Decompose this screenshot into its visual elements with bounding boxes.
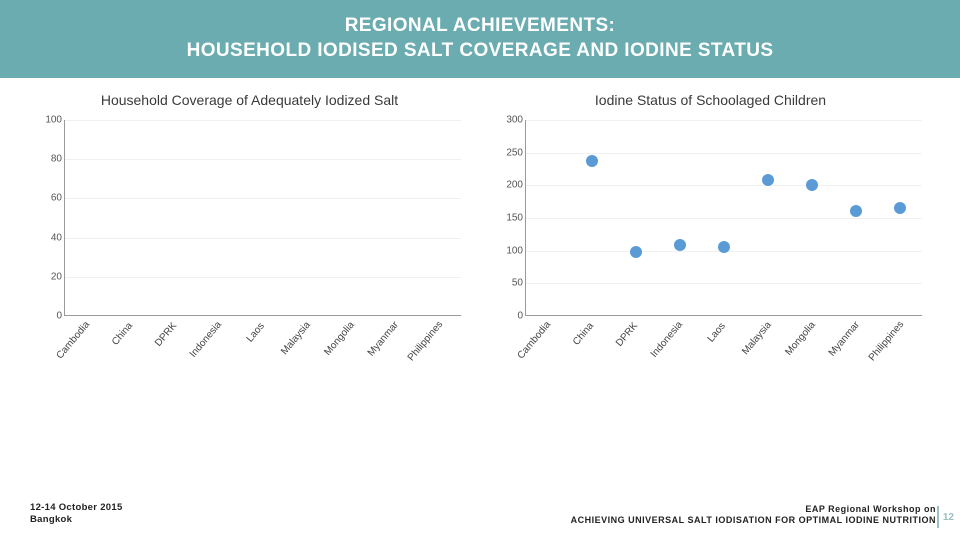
xlabel-slot: Mongolia	[329, 320, 373, 376]
footer-right: EAP Regional Workshop on ACHIEVING UNIVE…	[571, 504, 936, 527]
xlabel: DPRK	[614, 320, 640, 348]
scatter-chart: Iodine Status of Schoolaged Children 0 50…	[491, 92, 930, 376]
scatter-point	[586, 155, 598, 167]
ytick-label: 100	[30, 115, 62, 126]
xlabel-slot: Cambodia	[64, 320, 108, 376]
footer-right-line1: EAP Regional Workshop on	[571, 504, 936, 515]
footer-right-line2: ACHIEVING UNIVERSAL SALT IODISATION FOR …	[571, 515, 936, 526]
ytick-label: 20	[30, 271, 62, 282]
points-layer	[526, 120, 922, 315]
footer-date: 12-14 October 2015	[30, 502, 123, 514]
banner-title-line2: HOUSEHOLD IODISED SALT COVERAGE AND IODI…	[187, 39, 774, 64]
charts-row: Household Coverage of Adequately Iodized…	[0, 78, 960, 376]
scatter-chart-title: Iodine Status of Schoolaged Children	[491, 92, 930, 108]
xlabel: Laos	[706, 321, 728, 345]
xlabel-slot: China	[569, 320, 613, 376]
scatter-point	[630, 246, 642, 258]
ytick-label: 100	[491, 245, 523, 256]
scatter-point	[718, 241, 730, 253]
xlabel-slot: Cambodia	[525, 320, 569, 376]
bar-chart-area: 020406080100CambodiaChinaDPRKIndonesiaLa…	[30, 116, 469, 376]
xlabel-slot: Laos	[701, 320, 745, 376]
scatter-point	[806, 179, 818, 191]
banner: REGIONAL ACHIEVEMENTS: HOUSEHOLD IODISED…	[0, 0, 960, 78]
scatter-point	[850, 205, 862, 217]
ytick-label: 50	[491, 278, 523, 289]
xlabel: Cambodia	[54, 319, 92, 361]
xlabel-slot: Laos	[240, 320, 284, 376]
xlabel-slot: Myanmar	[373, 320, 417, 376]
ytick-label: 80	[30, 154, 62, 165]
ytick-label: 0	[491, 311, 523, 322]
page-number: 12	[937, 506, 954, 528]
ytick-label: 150	[491, 213, 523, 224]
xlabel-slot: Malaysia	[746, 320, 790, 376]
footer-left: 12-14 October 2015 Bangkok	[30, 502, 123, 526]
bar-plot	[64, 120, 461, 316]
bar-chart-title: Household Coverage of Adequately Iodized…	[30, 92, 469, 108]
xlabel: DPRK	[153, 320, 179, 348]
ytick-label: 40	[30, 232, 62, 243]
scatter-point	[762, 174, 774, 186]
ytick-label: 250	[491, 147, 523, 158]
xlabel: China	[571, 321, 596, 348]
x-labels: CambodiaChinaDPRKIndonesiaLaosMalaysiaMo…	[525, 320, 922, 376]
footer-location: Bangkok	[30, 514, 123, 526]
slide: REGIONAL ACHIEVEMENTS: HOUSEHOLD IODISED…	[0, 0, 960, 540]
ytick-label: 200	[491, 180, 523, 191]
xlabel-slot: DPRK	[152, 320, 196, 376]
xlabel-slot: Philippines	[878, 320, 922, 376]
xlabel-slot: Indonesia	[657, 320, 701, 376]
scatter-plot	[525, 120, 922, 316]
xlabel-slot: DPRK	[613, 320, 657, 376]
x-labels: CambodiaChinaDPRKIndonesiaLaosMalaysiaMo…	[64, 320, 461, 376]
ytick-label: 60	[30, 193, 62, 204]
ytick-label: 0	[30, 311, 62, 322]
xlabel-slot: China	[108, 320, 152, 376]
xlabel-slot: Indonesia	[196, 320, 240, 376]
banner-title-line1: REGIONAL ACHIEVEMENTS:	[345, 14, 616, 39]
xlabel: Cambodia	[515, 319, 553, 361]
xlabel-slot: Malaysia	[285, 320, 329, 376]
bar-chart: Household Coverage of Adequately Iodized…	[30, 92, 469, 376]
scatter-point	[674, 239, 686, 251]
footer: 12-14 October 2015 Bangkok EAP Regional …	[30, 502, 936, 526]
ytick-label: 300	[491, 115, 523, 126]
bars-layer	[65, 120, 461, 315]
scatter-chart-area: 050100150200250300CambodiaChinaDPRKIndon…	[491, 116, 930, 376]
scatter-point	[894, 202, 906, 214]
xlabel: Malaysia	[740, 320, 774, 357]
xlabel-slot: Myanmar	[834, 320, 878, 376]
xlabel: China	[110, 321, 135, 348]
xlabel-slot: Mongolia	[790, 320, 834, 376]
xlabel: Laos	[245, 321, 267, 345]
xlabel-slot: Philippines	[417, 320, 461, 376]
xlabel: Malaysia	[279, 320, 313, 357]
